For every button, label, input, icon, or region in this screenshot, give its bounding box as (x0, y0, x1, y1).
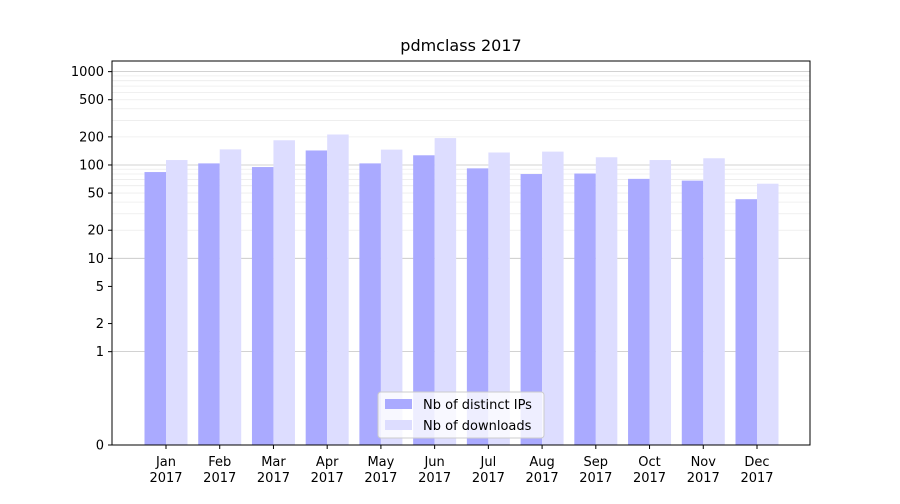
bar (219, 149, 242, 445)
y-tick-label: 20 (87, 224, 104, 239)
bar (327, 134, 349, 445)
bar (628, 178, 650, 445)
bar (542, 151, 564, 445)
x-tick-label: Jan (155, 455, 176, 470)
x-tick-label-year: 2017 (311, 471, 344, 486)
bar (144, 172, 166, 445)
bar (380, 149, 403, 446)
bar (735, 199, 757, 445)
legend-swatch (385, 399, 412, 409)
y-tick-label: 1 (96, 345, 104, 360)
x-tick-label-year: 2017 (149, 471, 182, 486)
x-tick-label: Oct (638, 455, 660, 470)
legend-label: Nb of downloads (423, 419, 532, 434)
x-tick-label-year: 2017 (633, 471, 666, 486)
bar (488, 152, 510, 445)
x-tick-label-year: 2017 (579, 471, 612, 486)
bar (305, 150, 328, 445)
y-tick-label: 100 (79, 158, 104, 173)
x-tick-label-year: 2017 (418, 471, 451, 486)
bar (649, 160, 672, 446)
bar (757, 183, 779, 445)
y-tick-label: 500 (79, 93, 104, 108)
axes: 01251020501002005001000Jan2017Feb2017Mar… (71, 60, 811, 486)
chart-title: pdmclass 2017 (400, 36, 521, 55)
x-tick-label: Aug (529, 455, 554, 470)
legend-box (377, 391, 545, 439)
x-tick-label-year: 2017 (687, 471, 720, 486)
y-tick-label: 200 (79, 130, 104, 145)
x-tick-label: Jul (480, 455, 497, 470)
x-tick-label-year: 2017 (364, 471, 397, 486)
bar (520, 174, 543, 445)
legend-swatch (385, 420, 412, 430)
bars (144, 134, 779, 446)
y-tick-label: 10 (87, 252, 104, 267)
x-tick-label: Nov (691, 455, 717, 470)
y-tick-label: 0 (96, 439, 104, 454)
bar (166, 160, 188, 446)
plot-frame (111, 60, 811, 446)
x-tick-label: Apr (316, 455, 339, 470)
x-tick-label: Jun (423, 455, 444, 470)
x-tick-label-year: 2017 (526, 471, 559, 486)
x-tick-label-year: 2017 (203, 471, 236, 486)
bar (273, 140, 295, 446)
bar (681, 180, 704, 445)
bar (413, 155, 435, 446)
bar (434, 138, 457, 445)
y-tick-label: 2 (96, 317, 104, 332)
legend-label: Nb of distinct IPs (423, 398, 532, 413)
x-tick-label-year: 2017 (472, 471, 505, 486)
y-tick-label: 50 (87, 187, 104, 202)
bar (574, 173, 596, 446)
legend: Nb of distinct IPs Nb of downloads (377, 391, 545, 439)
bar (595, 157, 618, 445)
y-tick-label: 5 (96, 280, 104, 295)
bar (703, 158, 725, 445)
x-tick-label: Sep (584, 455, 609, 470)
x-tick-label-year: 2017 (257, 471, 290, 486)
x-tick-label: Dec (744, 455, 769, 470)
x-tick-label: Mar (261, 455, 286, 470)
x-tick-label: May (367, 455, 394, 470)
x-tick-label: Feb (208, 455, 231, 470)
bar (251, 167, 274, 445)
bar (466, 168, 489, 445)
bar (198, 163, 220, 446)
x-tick-label-year: 2017 (740, 471, 773, 486)
bar (359, 163, 381, 446)
y-tick-label: 1000 (71, 65, 104, 80)
